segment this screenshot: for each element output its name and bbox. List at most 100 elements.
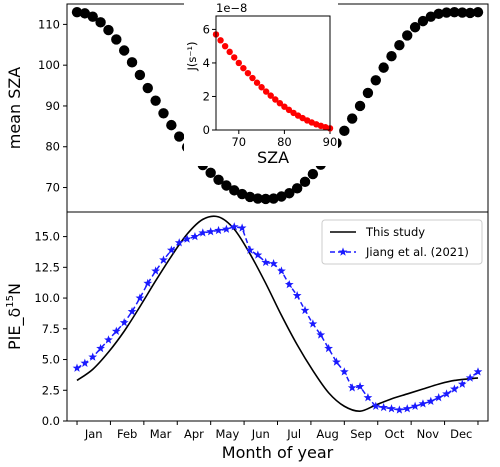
sza-point (142, 82, 153, 94)
inset-x-axis-label: SZA (257, 148, 289, 167)
jiang-star-point (151, 266, 160, 275)
inset-point (253, 79, 261, 86)
jiang-star-point (229, 222, 239, 231)
pie-y-tick-label: 2.5 (42, 383, 60, 397)
pie-ticks: 0.0 2.5 5.0 7.5 10.0 12.5 15.0 Jan Feb Mar Apr May J… (34, 230, 479, 441)
jiang-star-point (284, 279, 294, 289)
sza-point (174, 131, 185, 142)
legend-star-marker (338, 247, 348, 256)
jiang-star-point (347, 383, 357, 392)
inset-point (240, 64, 247, 72)
sza-y-tick-label: 70 (45, 181, 60, 195)
inset-point (249, 74, 256, 82)
jiang-star-point (277, 266, 286, 275)
inset-y-tick-label: 0 (203, 123, 210, 137)
jiang-star-point (88, 352, 98, 361)
sza-point (158, 108, 169, 119)
sza-point (213, 174, 224, 185)
jiang-star-point (324, 343, 333, 353)
jiang-star-point (237, 223, 247, 232)
pie-x-tick-label: May (215, 427, 239, 441)
pie-y-tick-label: 10.0 (34, 291, 60, 305)
jiang-star-point (182, 234, 192, 243)
jiang-star-point (174, 238, 184, 247)
sza-point (449, 6, 460, 18)
sza-point (87, 11, 98, 22)
sza-point (71, 6, 83, 18)
inset-y-tick-label: 4 (203, 56, 210, 70)
jiang-star-point (308, 319, 318, 328)
inset-point (272, 96, 279, 103)
sza-y-tick-label: 80 (45, 140, 60, 154)
inset-panel: 0 2 4 6 70 80 90 1e−8 SZA J(s⁻¹) (184, 1, 338, 167)
jiang-star-point (72, 363, 82, 372)
pie-y-label-superscript: 15 (5, 295, 16, 308)
jiang-star-point (473, 367, 483, 376)
pie-x-tick-label: Apr (184, 427, 204, 441)
pie-x-tick-label: Nov (417, 427, 440, 441)
sza-point (205, 167, 216, 179)
jiang-star-point (418, 399, 428, 408)
jiang-star-point (214, 225, 223, 235)
sza-point (464, 7, 476, 19)
jiang-star-point (159, 255, 168, 264)
jiang-star-point (371, 401, 381, 410)
inset-plot-frame (215, 15, 331, 131)
sza-series (71, 6, 484, 205)
sza-point (409, 22, 421, 33)
sza-y-tick-label: 90 (45, 99, 60, 113)
jiang-star-point (332, 357, 341, 366)
jiang-star-point (292, 291, 302, 300)
jiang-star-point (442, 389, 451, 398)
sza-point (339, 125, 350, 137)
inset-point (221, 42, 229, 50)
jiang-star-point (363, 393, 373, 402)
jiang-star-point (316, 330, 326, 339)
inset-x-tick-label: 80 (277, 135, 292, 149)
jiang-star-point (253, 250, 263, 259)
jiang-star-point (465, 373, 475, 382)
jiang-star-point (80, 358, 90, 367)
pie-y-tick-label: 7.5 (42, 322, 60, 336)
pie-x-tick-label: Jan (84, 427, 103, 441)
sza-point (433, 8, 444, 19)
jiang-star-point (111, 326, 121, 335)
jiang-star-point (402, 404, 412, 413)
inset-point (262, 88, 270, 95)
inset-x-tick-label: 70 (231, 135, 246, 149)
pie-y-tick-label: 12.5 (34, 260, 60, 274)
jiang-star-point (339, 367, 349, 376)
jiang-star-point (190, 231, 200, 241)
pie-plot-frame (66, 211, 489, 422)
sza-point (299, 176, 311, 188)
jiang-star-point (395, 405, 404, 414)
jiang-star-point (135, 293, 145, 302)
jiang-star-point (206, 227, 216, 236)
jiang-star-point (245, 245, 255, 254)
sza-point (221, 180, 232, 191)
sza-point (103, 24, 114, 36)
jiang-star-point (166, 245, 176, 254)
sza-point (126, 57, 138, 68)
sza-point (244, 191, 256, 203)
sza-point (472, 6, 484, 18)
pie-series (72, 215, 483, 414)
pie-y-label-end: N (5, 283, 24, 295)
pie-x-tick-label: Mar (150, 427, 172, 441)
jiang-star-point (261, 257, 271, 267)
jiang-star-point (119, 318, 129, 327)
inset-point (217, 37, 224, 44)
sza-point (268, 193, 279, 204)
sza-point (362, 87, 374, 99)
jiang-star-point (269, 259, 278, 268)
sza-point (252, 193, 264, 204)
pie-panel: 0.0 2.5 5.0 7.5 10.0 12.5 15.0 Jan Feb Mar Apr May J… (5, 211, 489, 462)
pie-y-tick-label: 15.0 (34, 230, 60, 244)
pie-x-tick-label: Sep (350, 427, 372, 441)
inset-x-tick-label: 90 (323, 135, 338, 149)
sza-point (134, 69, 146, 81)
inset-background (184, 2, 338, 166)
sza-point (354, 100, 366, 112)
sza-point (111, 34, 122, 45)
